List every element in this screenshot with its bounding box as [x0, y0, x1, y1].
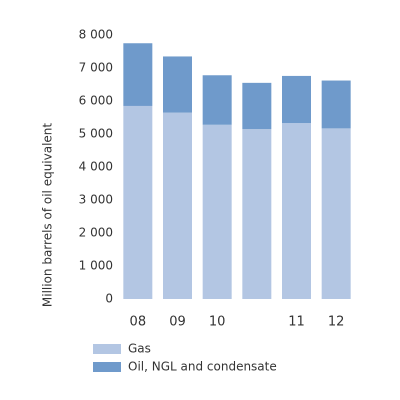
x-tick-label: 08 — [130, 315, 147, 330]
legend-label: Oil, NGL and condensate — [128, 360, 277, 374]
bar-segment — [242, 82, 272, 130]
y-tick-label: 4 000 — [79, 160, 113, 174]
bar-segment — [242, 129, 272, 299]
bar-segment — [163, 112, 192, 299]
y-tick-label: 5 000 — [79, 127, 113, 141]
x-tick-label: 10 — [209, 315, 226, 330]
bar-segment — [202, 124, 232, 299]
bar-segment — [282, 75, 311, 124]
y-tick-label: 0 — [105, 292, 113, 306]
y-tick-label: 6 000 — [79, 94, 113, 108]
bar-segment — [123, 105, 153, 299]
y-tick-label: 7 000 — [79, 61, 113, 75]
bar-segment — [163, 56, 192, 113]
bar-segment — [123, 43, 153, 106]
y-tick-label: 2 000 — [79, 226, 113, 240]
bar-segment — [321, 128, 351, 299]
y-tick-label: 3 000 — [79, 193, 113, 207]
x-tick-label: 09 — [169, 315, 186, 330]
bar-segment — [282, 123, 311, 299]
bar-segment — [321, 80, 351, 129]
legend-swatch — [93, 362, 121, 372]
y-tick-label: 8 000 — [79, 28, 113, 42]
y-axis-label: Million barrels of oil equivalent — [41, 123, 55, 308]
x-tick-label: 11 — [288, 315, 305, 330]
y-tick-label: 1 000 — [79, 259, 113, 273]
bar-segment — [202, 75, 232, 125]
legend-label: Gas — [128, 342, 151, 356]
x-tick-label: 12 — [328, 315, 345, 330]
legend-swatch — [93, 344, 121, 354]
